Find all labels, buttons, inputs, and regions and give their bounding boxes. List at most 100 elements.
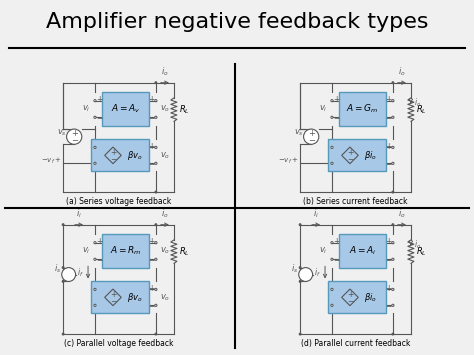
Text: −: − bbox=[385, 160, 392, 169]
FancyBboxPatch shape bbox=[339, 234, 386, 268]
Text: +: + bbox=[96, 95, 102, 104]
FancyBboxPatch shape bbox=[328, 282, 386, 313]
Text: −: − bbox=[96, 256, 102, 265]
Text: $\beta i_o$: $\beta i_o$ bbox=[364, 291, 377, 304]
Circle shape bbox=[62, 333, 64, 335]
Text: +: + bbox=[148, 95, 155, 104]
Text: +: + bbox=[385, 237, 392, 246]
Circle shape bbox=[392, 99, 394, 102]
Circle shape bbox=[155, 191, 157, 193]
Text: $i_o$: $i_o$ bbox=[398, 207, 406, 220]
Text: $- v_f +$: $- v_f +$ bbox=[41, 156, 62, 166]
Text: $i_f$: $i_f$ bbox=[77, 267, 84, 279]
Text: $i_o$: $i_o$ bbox=[161, 65, 169, 78]
Circle shape bbox=[392, 224, 394, 226]
Circle shape bbox=[392, 333, 394, 335]
Text: +: + bbox=[96, 237, 102, 246]
Text: (d) Parallel current feedback: (d) Parallel current feedback bbox=[301, 339, 410, 348]
Text: −: − bbox=[148, 302, 155, 311]
Text: +: + bbox=[333, 95, 339, 104]
Circle shape bbox=[392, 258, 394, 261]
Circle shape bbox=[331, 304, 333, 306]
Circle shape bbox=[62, 224, 64, 226]
Circle shape bbox=[331, 116, 333, 119]
Text: (b) Series current feedback: (b) Series current feedback bbox=[303, 197, 408, 206]
Circle shape bbox=[392, 162, 394, 164]
Text: −: − bbox=[385, 302, 392, 311]
Circle shape bbox=[94, 116, 96, 119]
Circle shape bbox=[155, 288, 157, 290]
Circle shape bbox=[331, 99, 333, 102]
Text: +: + bbox=[385, 95, 392, 104]
FancyBboxPatch shape bbox=[102, 234, 149, 268]
Text: $\beta i_o$: $\beta i_o$ bbox=[364, 149, 377, 162]
Circle shape bbox=[155, 333, 157, 335]
Circle shape bbox=[62, 268, 75, 282]
Text: +: + bbox=[385, 142, 392, 151]
Text: $i_o$: $i_o$ bbox=[414, 239, 421, 251]
Circle shape bbox=[299, 333, 301, 335]
Text: $R_L$: $R_L$ bbox=[180, 103, 190, 116]
Text: $\beta v_o$: $\beta v_o$ bbox=[127, 149, 143, 162]
FancyBboxPatch shape bbox=[339, 92, 386, 126]
Text: −: − bbox=[333, 114, 339, 123]
Text: $i_o$: $i_o$ bbox=[161, 207, 169, 220]
Text: +: + bbox=[148, 284, 155, 293]
Text: −: − bbox=[385, 256, 392, 265]
Circle shape bbox=[94, 288, 96, 290]
Text: $i_s$: $i_s$ bbox=[54, 263, 61, 275]
Text: $i_s$: $i_s$ bbox=[291, 263, 298, 275]
Text: $v_i$: $v_i$ bbox=[319, 104, 328, 114]
Circle shape bbox=[392, 82, 394, 84]
Circle shape bbox=[303, 129, 319, 144]
Text: $v_i$: $v_i$ bbox=[82, 104, 91, 114]
Circle shape bbox=[331, 288, 333, 290]
Text: $v_o$: $v_o$ bbox=[160, 246, 170, 256]
Circle shape bbox=[62, 267, 64, 269]
Text: −: − bbox=[148, 160, 155, 169]
Text: $v_o$: $v_o$ bbox=[160, 104, 170, 114]
Text: −: − bbox=[110, 297, 116, 306]
Text: $i_o$: $i_o$ bbox=[414, 97, 421, 109]
Circle shape bbox=[331, 162, 333, 164]
Text: $A=R_m$: $A=R_m$ bbox=[109, 245, 141, 257]
Text: $i_i$: $i_i$ bbox=[76, 207, 82, 220]
FancyBboxPatch shape bbox=[91, 140, 149, 171]
Text: $i_o$: $i_o$ bbox=[398, 65, 406, 78]
Circle shape bbox=[331, 258, 333, 261]
Text: −: − bbox=[148, 114, 155, 123]
Circle shape bbox=[155, 241, 157, 244]
Circle shape bbox=[155, 224, 157, 226]
Circle shape bbox=[62, 280, 64, 283]
Text: $R_L$: $R_L$ bbox=[180, 245, 190, 258]
Text: $R_L$: $R_L$ bbox=[417, 103, 427, 116]
Text: −: − bbox=[96, 114, 102, 123]
Circle shape bbox=[94, 99, 96, 102]
Circle shape bbox=[155, 162, 157, 164]
Circle shape bbox=[155, 116, 157, 119]
Circle shape bbox=[94, 162, 96, 164]
Text: $A=A_i$: $A=A_i$ bbox=[349, 245, 376, 257]
Circle shape bbox=[392, 191, 394, 193]
FancyBboxPatch shape bbox=[102, 92, 149, 126]
Text: −: − bbox=[347, 297, 353, 306]
Text: (c) Parallel voltage feedback: (c) Parallel voltage feedback bbox=[64, 339, 173, 348]
Circle shape bbox=[155, 82, 157, 84]
Text: $v_s$: $v_s$ bbox=[294, 127, 304, 138]
Circle shape bbox=[155, 258, 157, 261]
FancyBboxPatch shape bbox=[91, 282, 149, 313]
Text: Amplifier negative feedback types: Amplifier negative feedback types bbox=[46, 12, 428, 32]
Circle shape bbox=[66, 129, 82, 144]
Text: $A=G_m$: $A=G_m$ bbox=[346, 103, 379, 115]
Circle shape bbox=[299, 224, 301, 226]
Text: $v_i$: $v_i$ bbox=[319, 246, 328, 256]
FancyBboxPatch shape bbox=[328, 140, 386, 171]
Text: +: + bbox=[148, 142, 155, 151]
Text: +: + bbox=[347, 290, 353, 299]
Text: $R_L$: $R_L$ bbox=[417, 245, 427, 258]
Circle shape bbox=[299, 280, 301, 283]
Text: −: − bbox=[110, 155, 116, 164]
Circle shape bbox=[299, 267, 301, 269]
Text: $i_i$: $i_i$ bbox=[313, 207, 319, 220]
Text: −: − bbox=[308, 136, 315, 145]
